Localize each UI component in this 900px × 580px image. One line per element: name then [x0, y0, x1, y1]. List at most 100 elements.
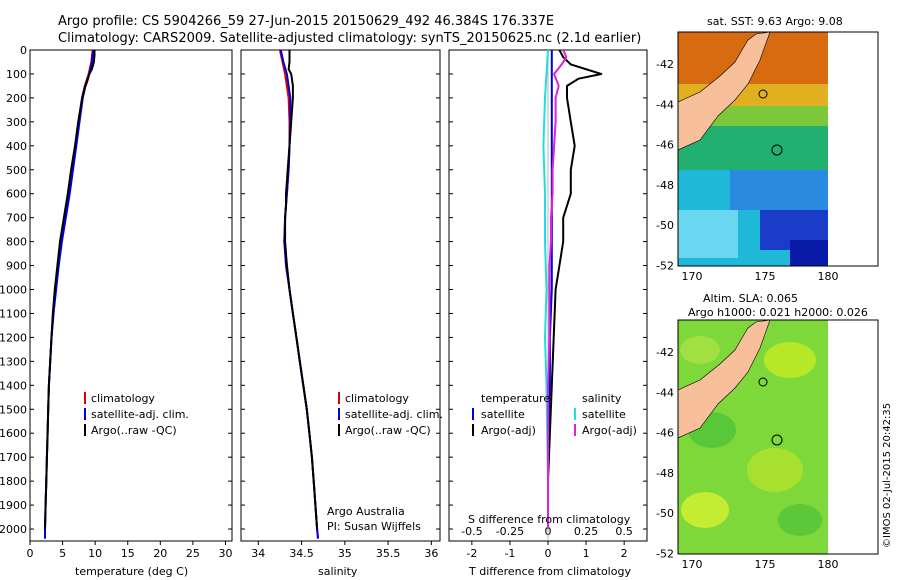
sla-title-line-2: Argo h1000: 0.021 h2000: 0.026 [688, 306, 868, 319]
map-lat-tick: -42 [656, 58, 674, 71]
x-tick-label: 36 [424, 547, 438, 560]
salinity-xlabel: salinity [318, 565, 358, 578]
s-difference-label: S difference from climatology [468, 513, 631, 526]
series-climatology [44, 50, 94, 539]
series-t-argo-adj [547, 50, 603, 529]
sla-title-line-1: Altim. SLA: 0.065 [703, 292, 798, 305]
legend-salinity-title: salinity [582, 392, 622, 405]
title-line-2: Climatology: CARS2009. Satellite-adjuste… [58, 31, 641, 46]
temperature-legend: climatology satellite-adj. clim. Argo(..… [84, 392, 189, 437]
x-tick-label: 10 [88, 547, 102, 560]
map-lat-tick: -44 [656, 98, 674, 111]
legend-s-argo: Argo(-adj) [582, 424, 637, 437]
x-tick-label: -2 [466, 547, 477, 560]
map-lat-tick: -52 [656, 259, 674, 272]
y-tick-label: 1600 [0, 427, 27, 440]
legend-satellite-adj: satellite-adj. clim. [345, 408, 443, 421]
series-layer [44, 50, 603, 539]
temperature-xlabel: temperature (deg C) [75, 565, 188, 578]
difference-xlabel: T difference from climatology [468, 565, 631, 578]
title-line-1: Argo profile: CS 5904266_59 27-Jun-2015 … [58, 14, 554, 29]
annotation-pi: PI: Susan Wijffels [327, 520, 421, 533]
x-tick-label: 20 [153, 547, 167, 560]
y-tick-label: 1400 [0, 379, 27, 392]
legend-t-satellite: satellite [481, 408, 525, 421]
x-tick-label: 5 [59, 547, 66, 560]
x-tick-label: 30 [218, 547, 232, 560]
legend-argo: Argo(..raw -QC) [91, 424, 177, 437]
map-lat-tick: -52 [656, 547, 674, 560]
map-lat-tick: -44 [656, 386, 674, 399]
x-tick-label: 1 [583, 547, 590, 560]
legend-climatology: climatology [345, 392, 409, 405]
sst-map: sat. SST: 9.63 Argo: 9.08 [677, 15, 879, 267]
x2-tick-label: 0.25 [574, 525, 599, 538]
series-satellite-adj-clim [44, 50, 95, 539]
x-tick-label: 0 [545, 547, 552, 560]
y-tick-label: 900 [6, 260, 27, 273]
sst-map-title: sat. SST: 9.63 Argo: 9.08 [707, 15, 843, 28]
map-lon-tick: 170 [682, 270, 703, 283]
x2-tick-label: -0.5 [461, 525, 482, 538]
map-lon-tick: 180 [818, 270, 839, 283]
x-tick-label: 34 [251, 547, 265, 560]
y-tick-label: 700 [6, 212, 27, 225]
series-s-argo-adj [547, 50, 568, 529]
x-tick-label: 25 [186, 547, 200, 560]
map-lon-tick: 175 [755, 270, 776, 283]
annotation-institution: Argo Australia [327, 505, 405, 518]
y-tick-label: 500 [6, 164, 27, 177]
x-tick-label: -1 [504, 547, 515, 560]
y-tick-label: 400 [6, 140, 27, 153]
difference-legend: temperature satellite Argo(-adj) salinit… [468, 392, 637, 526]
y-tick-label: 1700 [0, 451, 27, 464]
x2-tick-label: -0.25 [496, 525, 524, 538]
y-tick-label: 2000 [0, 523, 27, 536]
credit: ©IMOS 02-Jul-2015 20:42:35 [882, 403, 893, 548]
map-lat-tick: -50 [656, 219, 674, 232]
map-lat-tick: -46 [656, 427, 674, 440]
series-argo-raw-qc [44, 50, 96, 530]
y-tick-label: 1200 [0, 331, 27, 344]
legend-argo: Argo(..raw -QC) [345, 424, 431, 437]
map-lon-tick: 170 [682, 558, 703, 571]
map-lat-tick: -50 [656, 507, 674, 520]
map-ticks: -42 -44 -46 -48 -50 -52 170 175 180 -42 -44 -46 -48 -… [656, 58, 838, 571]
salinity-axes [240, 49, 441, 542]
legend-satellite-adj: satellite-adj. clim. [91, 408, 189, 421]
x-tick-label: 35.5 [376, 547, 401, 560]
y-tick-label: 1800 [0, 475, 27, 488]
map-lon-tick: 180 [818, 558, 839, 571]
legend-t-argo: Argo(-adj) [481, 424, 536, 437]
x2-tick-label: 0.5 [615, 525, 633, 538]
map-lat-tick: -46 [656, 139, 674, 152]
sla-map: Altim. SLA: 0.065 Argo h1000: 0.021 h200… [677, 292, 879, 555]
legend-s-satellite: satellite [582, 408, 626, 421]
map-lat-tick: -48 [656, 179, 674, 192]
y-tick-label: 1900 [0, 499, 27, 512]
legend-climatology: climatology [91, 392, 155, 405]
map-lon-tick: 175 [755, 558, 776, 571]
map-lat-tick: -48 [656, 467, 674, 480]
y-tick-label: 1100 [0, 307, 27, 320]
x-tick-label: 2 [621, 547, 628, 560]
x-tick-label: 0 [27, 547, 34, 560]
series-argo-raw-qc [284, 50, 319, 530]
x-tick-label: 15 [121, 547, 135, 560]
x-tick-label: 34.5 [289, 547, 314, 560]
temperature-axes [29, 49, 233, 542]
x-tick-label: 35 [338, 547, 352, 560]
y-tick-label: 1300 [0, 355, 27, 368]
salinity-legend: climatology satellite-adj. clim. Argo(..… [327, 392, 443, 533]
y-tick-label: 100 [6, 68, 27, 81]
y-tick-label: 300 [6, 116, 27, 129]
y-tick-label: 1500 [0, 403, 27, 416]
y-tick-label: 800 [6, 236, 27, 249]
legend-temperature-title: temperature [481, 392, 550, 405]
y-tick-label: 1000 [0, 284, 27, 297]
y-tick-label: 600 [6, 188, 27, 201]
map-lat-tick: -42 [656, 346, 674, 359]
y-tick-label: 200 [6, 92, 27, 105]
y-tick-label: 0 [20, 44, 27, 57]
